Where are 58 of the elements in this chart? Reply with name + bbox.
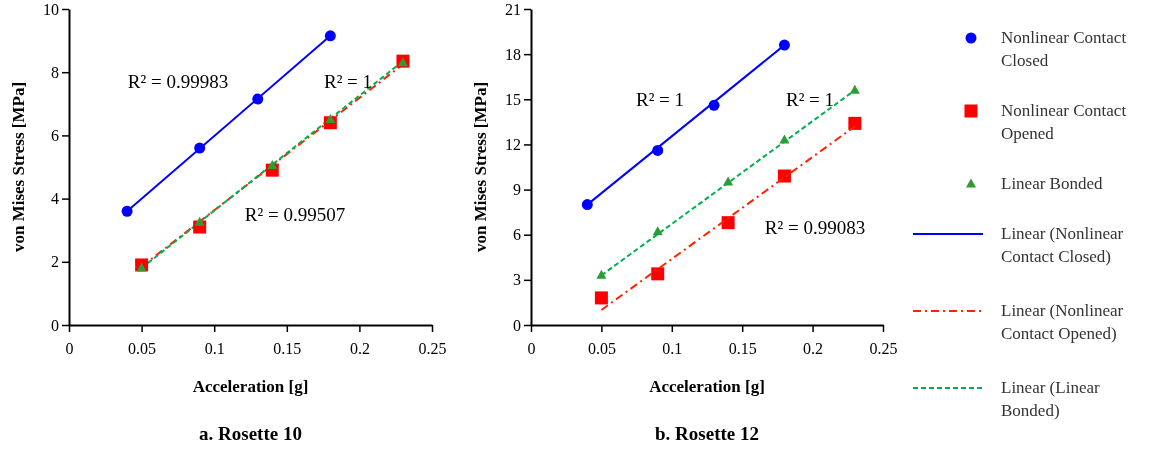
y-tick-label: 21 xyxy=(505,0,521,18)
y-tick-label: 10 xyxy=(43,0,59,18)
x-tick-label: 0.05 xyxy=(587,340,616,358)
y-axis-title: von Mises Stress [MPa] xyxy=(9,81,28,253)
point xyxy=(596,269,607,279)
annotation: R² = 1 xyxy=(323,71,373,92)
y-tick-label: 0 xyxy=(51,316,59,334)
x-tick-label: 0.2 xyxy=(803,340,824,358)
x-tick-label: 0 xyxy=(65,340,74,358)
point xyxy=(721,216,735,230)
x-tick-label: 0.05 xyxy=(128,340,157,358)
legend-label: Linear (Linear Bonded) xyxy=(1001,378,1100,420)
legend-label: Linear (Nonlinear Contact Closed) xyxy=(1001,224,1124,266)
text: b. Rosette 12 xyxy=(655,423,759,444)
point xyxy=(121,205,133,217)
y-tick-label: 9 xyxy=(513,181,521,199)
annotation: R² = 0.99083 xyxy=(764,217,866,238)
legend-label: Linear (Nonlinear Contact Opened) xyxy=(1001,301,1124,343)
point xyxy=(594,291,608,305)
y-tick-label: 4 xyxy=(51,190,59,208)
x-tick-label: 0.2 xyxy=(349,340,370,358)
point xyxy=(136,262,147,272)
y-tick-label: 2 xyxy=(51,253,59,271)
x-axis-title: Acceleration [g] xyxy=(649,377,765,396)
x-tick-label: 0.15 xyxy=(273,340,302,358)
y-tick-label: 15 xyxy=(505,90,521,108)
point xyxy=(252,93,264,105)
y-tick-label: 6 xyxy=(513,226,521,244)
legend-label: Linear Bonded xyxy=(1001,174,1103,193)
annotation: R² = 1 xyxy=(785,89,835,110)
annotation: R² = 0.99983 xyxy=(127,71,229,92)
point xyxy=(194,216,205,226)
point xyxy=(651,267,665,281)
x-tick-label: 0.25 xyxy=(418,340,447,358)
x-axis-title: Acceleration [g] xyxy=(192,377,309,396)
point xyxy=(324,30,336,42)
x-tick-label: 0.1 xyxy=(204,340,225,358)
y-tick-label: 12 xyxy=(505,136,521,154)
legend-label: Nonlinear Contact Opened xyxy=(1001,101,1127,143)
x-tick-label: 0.15 xyxy=(728,340,757,358)
point xyxy=(194,142,206,154)
annotation: R² = 0.99507 xyxy=(244,204,346,225)
text: a. Rosette 10 xyxy=(199,423,302,444)
y-tick-label: 8 xyxy=(51,63,59,81)
point xyxy=(325,114,336,124)
x-tick-label: 0.25 xyxy=(869,340,898,358)
point xyxy=(267,159,278,169)
y-tick-label: 6 xyxy=(51,127,59,145)
point xyxy=(848,116,862,130)
annotation: R² = 1 xyxy=(635,89,685,110)
y-tick-label: 0 xyxy=(513,316,521,334)
y-tick-label: 3 xyxy=(513,271,521,289)
legend-label: Nonlinear Contact Closed xyxy=(1001,28,1127,70)
x-tick-label: 0 xyxy=(527,340,536,358)
point xyxy=(777,169,791,183)
y-axis-title: von Mises Stress [MPa] xyxy=(471,81,490,253)
y-tick-label: 18 xyxy=(505,45,521,63)
x-tick-label: 0.1 xyxy=(662,340,683,358)
